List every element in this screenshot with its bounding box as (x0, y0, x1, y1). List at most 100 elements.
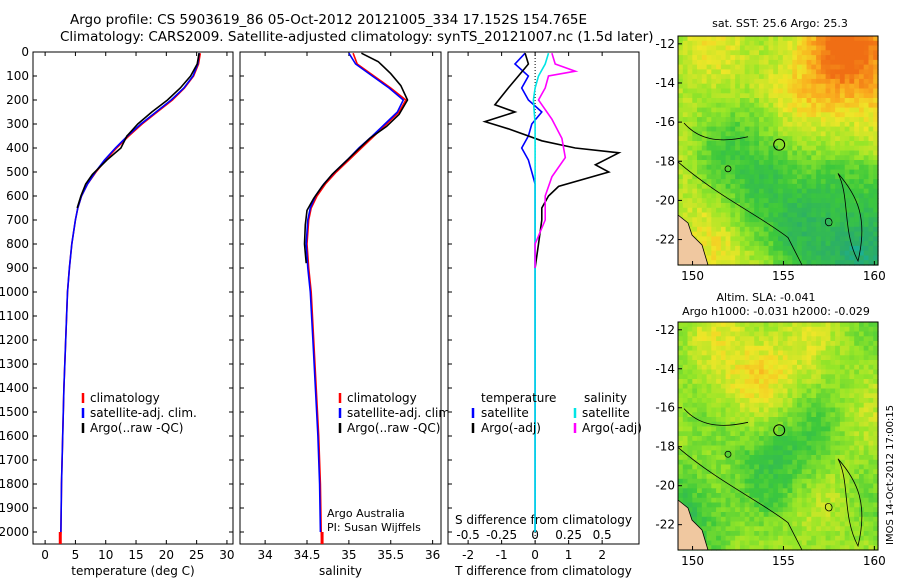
map-cell (839, 231, 846, 237)
map-cell (711, 322, 717, 328)
map-cell (863, 345, 870, 352)
map-cell (863, 193, 870, 199)
map-cell (692, 145, 698, 152)
map-cell (730, 212, 736, 218)
map-cell (749, 112, 755, 118)
map-cell (801, 431, 808, 437)
map-cell (801, 326, 808, 333)
map-cell (687, 417, 693, 423)
map-cell (830, 83, 836, 90)
map-cell (678, 45, 684, 51)
map-cell (682, 455, 689, 461)
map-cell (730, 164, 736, 171)
map-cell (711, 369, 717, 375)
map-cell (711, 83, 717, 90)
map-cell (816, 93, 822, 99)
map-cell (816, 160, 822, 166)
map-cell (749, 141, 755, 147)
map-cell (854, 345, 860, 352)
map-cell (806, 369, 812, 375)
map-cell (730, 145, 736, 152)
map-cell (678, 345, 684, 352)
map-cell (863, 155, 870, 161)
map-cell (701, 455, 708, 461)
map-cell (839, 512, 846, 518)
map-cell (701, 164, 708, 171)
map-cell (835, 521, 841, 527)
map-cell (744, 322, 751, 328)
map-cell (801, 407, 808, 413)
map-cell (730, 255, 736, 261)
map-cell (811, 169, 817, 175)
map-cell (806, 207, 812, 214)
map-cell (711, 478, 717, 485)
map-cell (787, 336, 793, 342)
map-cell (863, 188, 870, 195)
map-cell (763, 350, 770, 356)
map-cell (792, 55, 798, 61)
map-cell (749, 98, 755, 104)
map-cell (844, 88, 851, 94)
map-cell (792, 88, 798, 94)
map-cell (811, 364, 817, 371)
map-cell (806, 345, 812, 352)
map-cell (682, 188, 689, 195)
map-cell (830, 203, 836, 209)
y-tick-label: -18 (655, 154, 675, 168)
map-cell (739, 497, 746, 504)
map-cell (697, 59, 703, 66)
map-cell (739, 245, 746, 252)
map-cell (720, 207, 727, 214)
map-cell (749, 78, 755, 85)
map-cell (754, 331, 760, 337)
map-cell (711, 474, 717, 480)
map-cell (739, 474, 746, 480)
map-cell (763, 50, 770, 56)
map-cell (725, 545, 731, 551)
map-cell (701, 450, 708, 456)
map-cell (711, 64, 717, 70)
map-cell (844, 36, 851, 42)
map-cell (706, 78, 712, 85)
map-cell (697, 474, 703, 480)
map-cell (787, 36, 793, 42)
map-cell (868, 107, 874, 113)
map-cell (730, 160, 736, 166)
map-cell (725, 226, 731, 233)
map-cell (849, 364, 855, 371)
map-cell (825, 502, 831, 508)
map-cell (835, 255, 841, 261)
map-cell (811, 141, 817, 147)
map-cell (782, 440, 789, 447)
map-cell (716, 407, 722, 413)
map-cell (806, 83, 812, 90)
map-cell (735, 255, 741, 261)
map-cell (763, 507, 770, 513)
map-cell (701, 507, 708, 513)
map-cell (711, 260, 717, 266)
map-cell (706, 236, 712, 242)
map-cell (778, 374, 784, 380)
map-cell (697, 45, 703, 51)
map-cell (730, 512, 736, 518)
y-tick-label: -16 (655, 401, 675, 415)
map-cell (773, 483, 779, 489)
map-cell (844, 45, 851, 51)
map-cell (768, 445, 774, 451)
map-cell (687, 341, 693, 347)
map-cell (801, 540, 808, 546)
map-cell (863, 112, 870, 118)
map-cell (778, 245, 784, 252)
map-cell (801, 255, 808, 261)
map-cell (835, 183, 841, 190)
map-cell (863, 402, 870, 409)
map-cell (773, 388, 779, 394)
map-cell (835, 174, 841, 180)
map-cell (792, 245, 798, 252)
map-cell (725, 117, 731, 123)
map-cell (825, 107, 831, 113)
map-cell (763, 126, 770, 132)
x-tick-label: -2 (462, 548, 474, 562)
map-cell (778, 459, 784, 466)
map-cell (720, 364, 727, 371)
